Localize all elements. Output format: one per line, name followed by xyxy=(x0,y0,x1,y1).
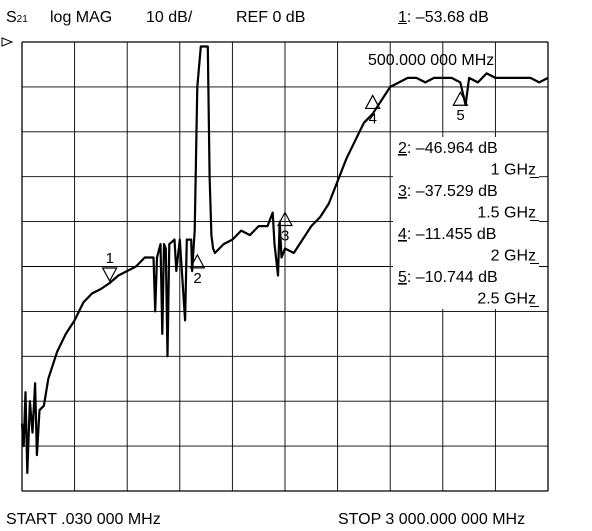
parameter-label: S21 xyxy=(6,10,28,26)
readout-marker-value: : –37.529 dB xyxy=(407,183,498,200)
readout-marker-number: 2 xyxy=(398,140,407,157)
start-frequency-label: START .030 000 MHz xyxy=(6,512,161,528)
reference-pointer-icon xyxy=(2,38,12,46)
active-marker-value: : –53.68 dB xyxy=(407,9,489,26)
marker-label: 2 xyxy=(193,270,201,287)
stop-frequency-label: STOP 3 000.000 000 MHz xyxy=(338,512,525,528)
active-marker-number: 1 xyxy=(398,9,407,26)
readout-value: 2: –46.964 dB xyxy=(398,140,498,157)
readout-value: 5: –10.744 dB xyxy=(398,269,498,286)
marker-label: 1 xyxy=(106,250,114,267)
scale-label: 10 dB/ xyxy=(146,10,192,26)
marker-label: 3 xyxy=(281,228,289,245)
readout-frequency: 1.5 GHz xyxy=(477,205,536,222)
readout-frequency: 2 GHz xyxy=(491,248,536,265)
readout-value: 3: –37.529 dB xyxy=(398,183,498,200)
readout-value: 4: –11.455 dB xyxy=(398,226,496,243)
readout-marker-value: : –46.964 dB xyxy=(407,140,498,157)
readout-marker-number: 3 xyxy=(398,183,407,200)
readout-frequency: 1 GHz xyxy=(491,162,536,179)
parameter-subscript: 21 xyxy=(17,14,28,25)
active-marker-readout: 1: –53.68 dB xyxy=(398,10,489,26)
readout-marker-value: : –11.455 dB xyxy=(407,226,497,243)
readout-marker-number: 5 xyxy=(398,269,407,286)
marker-label: 4 xyxy=(369,110,377,127)
readout-marker-value: : –10.744 dB xyxy=(407,269,498,286)
readout-marker-number: 4 xyxy=(398,226,407,243)
format-label: log MAG xyxy=(50,10,112,26)
marker-readout-panel: 2: –46.964 dB 1 GHz 3: –37.529 dB 1.5 GHz 4:… xyxy=(393,137,539,309)
stimulus-readout: 500.000 000 MHz xyxy=(368,53,494,69)
reference-label: REF 0 dB xyxy=(236,10,305,26)
marker-label: 5 xyxy=(456,107,464,124)
readout-frequency: 2.5 GHz xyxy=(477,291,536,308)
